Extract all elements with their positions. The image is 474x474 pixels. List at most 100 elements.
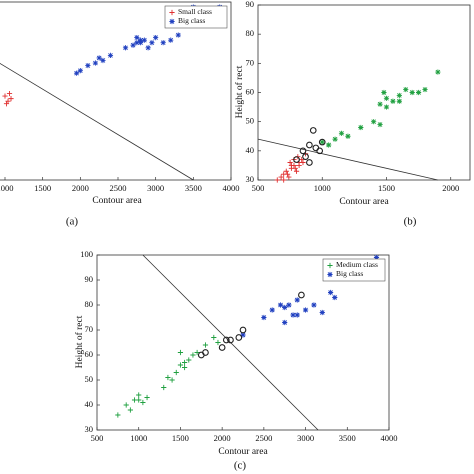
- x-tick-label: 1000: [0, 183, 14, 193]
- y-tick-label: 90: [246, 0, 255, 9]
- x-tick-label: 2500: [255, 433, 272, 443]
- point: [306, 159, 313, 166]
- y-tick-label: 80: [85, 299, 94, 309]
- point: [358, 124, 364, 131]
- point: [290, 312, 296, 318]
- point: [278, 174, 284, 180]
- point: [284, 171, 291, 177]
- point: [202, 342, 209, 348]
- point: [96, 55, 102, 61]
- plot-frame: [257, 4, 471, 181]
- point: [383, 104, 390, 110]
- x-tick-label: 500: [91, 433, 104, 443]
- x-tick-label: 1000: [130, 433, 147, 443]
- point: [227, 336, 234, 344]
- x-axis-label: Contour area: [218, 447, 268, 457]
- point: [287, 159, 293, 166]
- point: [435, 69, 441, 75]
- point: [239, 326, 247, 334]
- point: [138, 37, 144, 43]
- point: [318, 138, 326, 146]
- point: [302, 307, 309, 313]
- panel-label: (a): [66, 216, 79, 228]
- point: [182, 364, 188, 371]
- point: [141, 37, 147, 43]
- x-tick-label: 4000: [381, 433, 398, 443]
- point: [282, 319, 288, 326]
- y-tick-label: 70: [246, 57, 255, 67]
- y-tick-label: 60: [246, 86, 255, 96]
- point: [300, 159, 306, 166]
- point: [177, 362, 184, 368]
- y-tick-label: 40: [85, 399, 94, 409]
- point: [77, 68, 83, 74]
- legend-marker: [169, 18, 175, 25]
- legend-label: Big class: [178, 16, 205, 25]
- point: [390, 98, 396, 104]
- point: [235, 334, 243, 341]
- point: [383, 95, 390, 101]
- point: [182, 359, 188, 366]
- point: [218, 344, 226, 351]
- legend-box: [164, 5, 228, 29]
- panel-label: (b): [404, 216, 417, 228]
- point: [269, 307, 275, 313]
- point: [293, 156, 300, 163]
- point: [338, 130, 345, 136]
- point: [92, 60, 98, 66]
- point: [409, 89, 415, 96]
- legend-marker: [169, 9, 175, 16]
- point: [326, 142, 332, 148]
- point: [194, 349, 200, 356]
- point: [296, 162, 302, 169]
- y-tick-label: 60: [85, 349, 94, 359]
- point: [136, 392, 142, 398]
- point: [240, 332, 246, 338]
- y-tick-label: 100: [80, 249, 93, 259]
- point: [306, 141, 313, 149]
- point: [286, 302, 292, 308]
- point: [190, 352, 196, 358]
- point: [100, 57, 106, 64]
- point: [123, 402, 129, 408]
- point: [202, 349, 209, 356]
- point: [215, 339, 221, 346]
- point: [161, 384, 167, 391]
- point: [73, 70, 80, 76]
- point: [175, 32, 181, 38]
- point: [122, 45, 129, 51]
- point: [298, 291, 305, 299]
- decision-boundary: [0, 62, 194, 181]
- point: [292, 165, 298, 171]
- point: [160, 40, 166, 46]
- y-tick-label: 30: [85, 424, 94, 434]
- point: [377, 121, 383, 128]
- point: [127, 407, 133, 413]
- x-axis-label: Contour area: [339, 197, 389, 207]
- point: [277, 302, 284, 308]
- legend-marker: [327, 262, 333, 269]
- point: [309, 127, 317, 134]
- point: [281, 177, 287, 183]
- point: [222, 336, 230, 344]
- point: [311, 302, 317, 308]
- point: [8, 96, 14, 102]
- x-tick-label: 500: [252, 183, 265, 193]
- legend-label: Medium class: [336, 260, 378, 269]
- y-tick-label: 90: [85, 274, 94, 284]
- legend-label: Big class: [336, 269, 363, 278]
- point: [153, 35, 159, 41]
- point: [332, 294, 338, 301]
- point: [299, 156, 305, 163]
- point: [144, 394, 150, 401]
- point: [165, 374, 171, 381]
- point: [6, 90, 13, 97]
- legend-box: [322, 258, 386, 282]
- point: [422, 86, 428, 93]
- point: [107, 52, 114, 58]
- point: [283, 168, 289, 174]
- point: [282, 304, 288, 311]
- x-tick-label: 1000: [314, 183, 331, 193]
- y-tick-label: 50: [85, 374, 94, 384]
